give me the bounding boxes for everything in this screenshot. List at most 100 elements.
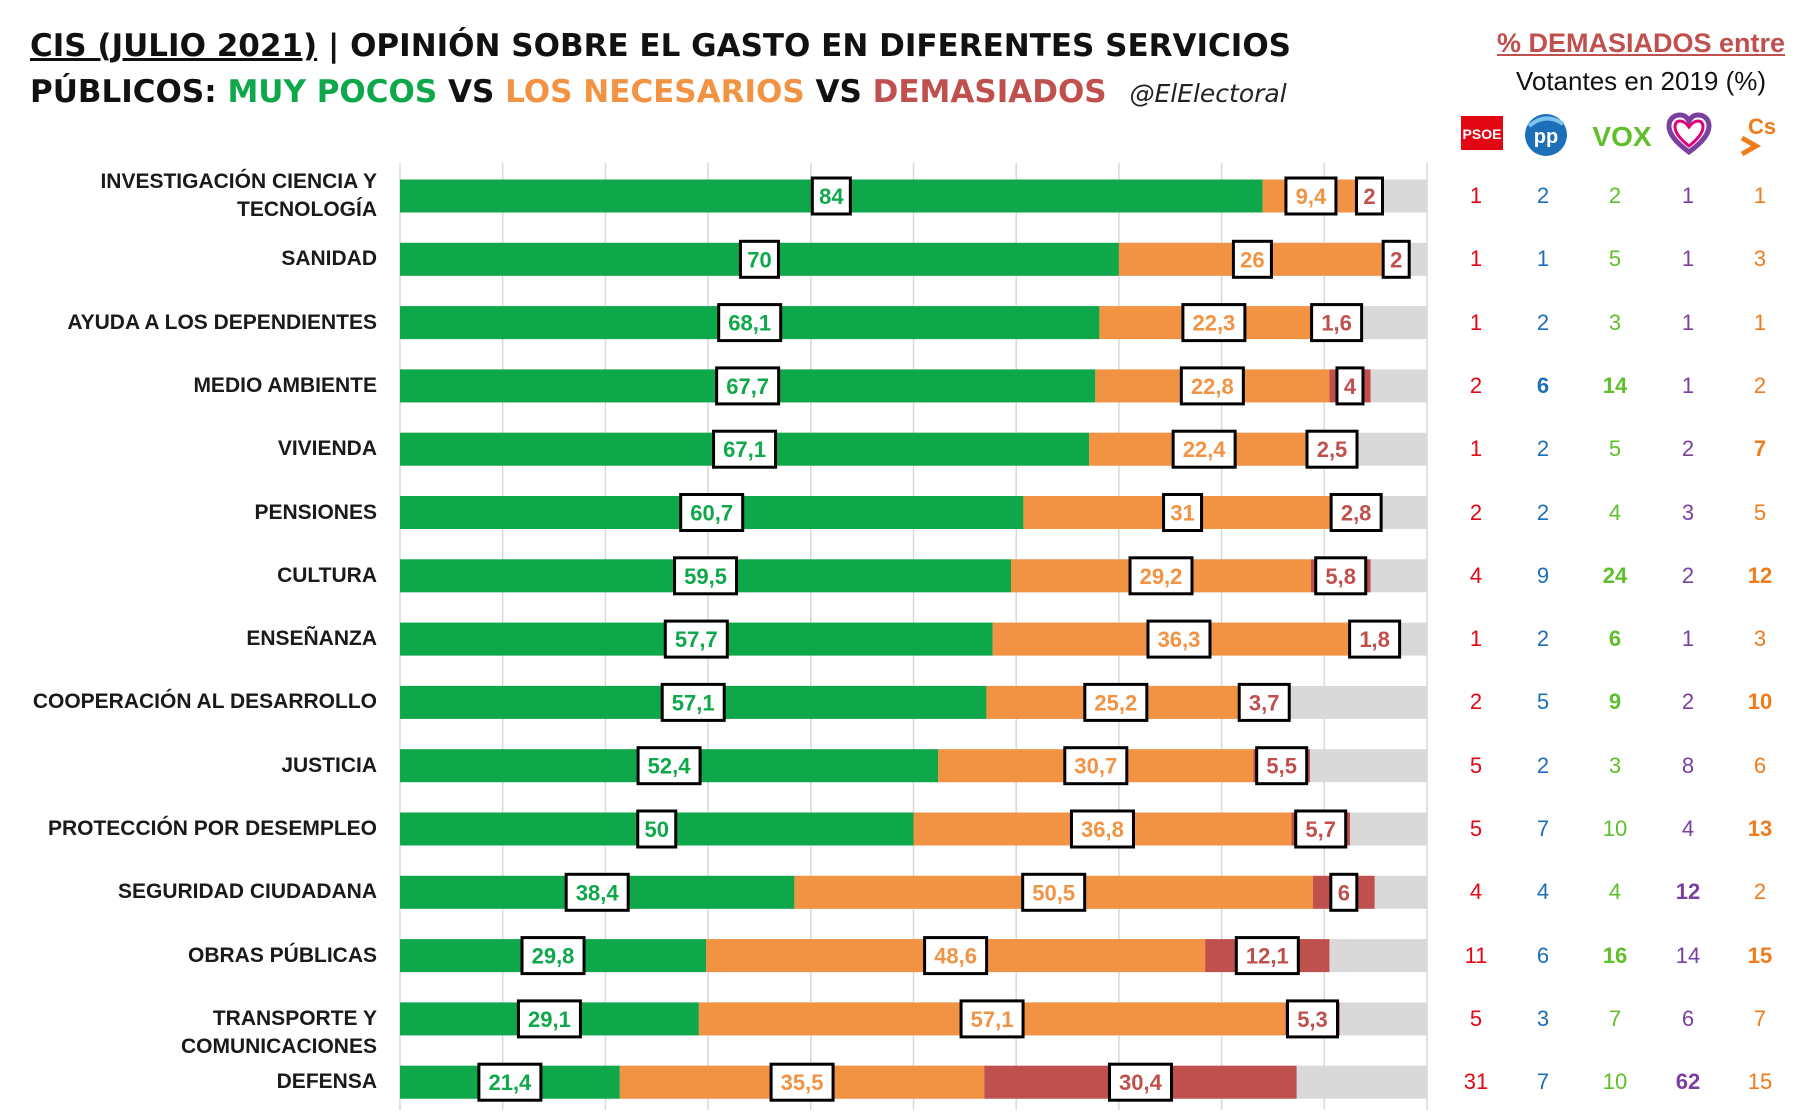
title-vs-2: VS (815, 74, 862, 110)
party-value-podemos: 1 (1681, 372, 1695, 398)
data-label-text: 50 (645, 817, 669, 842)
party-value-vox: 5 (1608, 246, 1622, 272)
data-label-text: 29,1 (528, 1007, 571, 1032)
data-label-text: 3,7 (1249, 690, 1280, 715)
party-value-cs: 15 (1747, 942, 1773, 968)
party-value-podemos: 2 (1681, 436, 1695, 462)
data-label-muy-pocos: 67,1 (712, 429, 778, 469)
data-label-muy-pocos: 29,8 (520, 936, 586, 976)
data-label-box (1348, 619, 1402, 659)
party-value-pp: 9 (1536, 562, 1550, 588)
party-value-cs: 7 (1753, 436, 1767, 462)
party-value-vox: 3 (1608, 752, 1622, 778)
party-value-pp: 6 (1536, 942, 1550, 968)
data-label-text: 5,3 (1297, 1007, 1328, 1032)
data-label-text: 48,6 (934, 944, 977, 969)
party-value-vox: 4 (1608, 499, 1622, 525)
data-label-muy-pocos: 21,4 (477, 1062, 543, 1102)
data-label-necesarios: 50,5 (1021, 872, 1087, 912)
party-value-pp: 7 (1536, 1069, 1550, 1095)
data-label-box (636, 809, 678, 849)
data-label-box (636, 746, 702, 786)
data-label-demasiados: 3,7 (1237, 682, 1291, 722)
title-rest: | OPINIÓN SOBRE EL GASTO EN DIFERENTES S… (327, 28, 1292, 64)
data-label-demasiados: 1,8 (1348, 619, 1402, 659)
data-label-necesarios: 36,8 (1069, 809, 1135, 849)
category-label: SEGURIDAD CIUDADANA (117, 880, 377, 904)
data-label-necesarios: 48,6 (923, 936, 989, 976)
party-value-cs: 3 (1753, 626, 1767, 652)
data-label-text: 38,4 (576, 880, 620, 905)
party-value-pp: 6 (1536, 372, 1550, 398)
data-label-text: 57,7 (675, 627, 718, 652)
party-value-psoe: 4 (1469, 562, 1483, 588)
party-value-vox: 14 (1602, 372, 1628, 398)
category-label: MEDIO AMBIENTE (193, 373, 377, 397)
title-los-necesarios: LOS NECESARIOS (505, 74, 805, 110)
chart-title-line-1: CIS (JULIO 2021) | OPINIÓN SOBRE EL GAST… (30, 28, 1291, 64)
data-label-box (660, 682, 726, 722)
party-value-cs: 1 (1753, 183, 1767, 208)
party-value-cs: 1 (1753, 309, 1767, 335)
category-label: CULTURA (277, 563, 377, 587)
party-value-cs: 12 (1747, 562, 1773, 588)
data-label-box (1284, 176, 1338, 216)
category-label: COOPERACIÓN AL DESARROLLO (32, 690, 377, 714)
party-value-vox: 10 (1602, 816, 1628, 841)
category-label: VIVIENDA (277, 437, 377, 461)
party-value-podemos: 2 (1681, 562, 1695, 588)
data-label-box (1107, 1062, 1173, 1102)
data-label-box (516, 999, 582, 1039)
party-value-pp: 2 (1536, 183, 1550, 208)
party-value-pp: 4 (1536, 879, 1550, 905)
data-label-box (769, 1062, 835, 1102)
data-label-box (712, 429, 778, 469)
category-label: DEFENSA (276, 1070, 377, 1094)
data-label-muy-pocos: 60,7 (679, 493, 745, 532)
side-panel-title: % DEMASIADOS entre (1496, 28, 1786, 58)
data-label-text: 30,4 (1119, 1070, 1163, 1095)
party-value-cs: 2 (1753, 372, 1767, 398)
party-value-vox: 4 (1608, 879, 1622, 905)
data-label-text: 35,5 (781, 1070, 824, 1095)
data-label-box (923, 936, 989, 976)
category-label: TRANSPORTE Y COMUNICACIONES (180, 1006, 377, 1058)
data-label-text: 67,1 (723, 437, 766, 462)
data-label-text: 2 (1363, 184, 1375, 209)
data-label-text: 4 (1344, 374, 1357, 399)
party-value-psoe: 1 (1469, 183, 1483, 208)
party-value-vox: 9 (1608, 689, 1622, 715)
data-label-necesarios: 22,3 (1181, 303, 1247, 343)
data-label-text: 57,1 (971, 1007, 1014, 1032)
party-value-vox: 5 (1608, 436, 1622, 462)
party-value-cs: 13 (1747, 816, 1773, 841)
data-label-text: 5,7 (1305, 817, 1336, 842)
party-value-podemos: 4 (1681, 816, 1695, 841)
data-label-text: 30,7 (1074, 754, 1117, 779)
party-value-psoe: 1 (1469, 436, 1483, 462)
data-label-text: 57,1 (672, 690, 715, 715)
data-label-box (1162, 493, 1204, 532)
data-label-necesarios: 22,4 (1171, 429, 1237, 469)
data-label-text: 29,8 (532, 944, 575, 969)
party-value-podemos: 14 (1675, 942, 1701, 968)
data-label-demasiados: 5,5 (1255, 746, 1309, 786)
data-label-text: 59,5 (684, 564, 727, 589)
party-value-psoe: 2 (1469, 689, 1483, 715)
data-label-demasiados: 5,7 (1294, 809, 1348, 849)
party-value-pp: 2 (1536, 499, 1550, 525)
data-label-text: 2 (1390, 247, 1402, 272)
data-label-box (564, 872, 630, 912)
party-value-cs: 7 (1753, 1005, 1767, 1031)
party-value-pp: 2 (1536, 752, 1550, 778)
party-value-podemos: 1 (1681, 309, 1695, 335)
svg-text:Cs: Cs (1748, 114, 1776, 139)
data-label-box (1285, 999, 1339, 1039)
chart-title-line-2: PÚBLICOS: MUY POCOS VS LOS NECESARIOS VS… (30, 74, 1287, 110)
data-label-muy-pocos: 84 (810, 176, 852, 216)
data-label-muy-pocos: 67,7 (715, 366, 781, 406)
data-label-necesarios: 57,1 (959, 999, 1025, 1039)
svg-text:pp: pp (1534, 126, 1558, 148)
data-label-text: 68,1 (728, 311, 771, 336)
title-prefix: PÚBLICOS: (30, 74, 217, 110)
